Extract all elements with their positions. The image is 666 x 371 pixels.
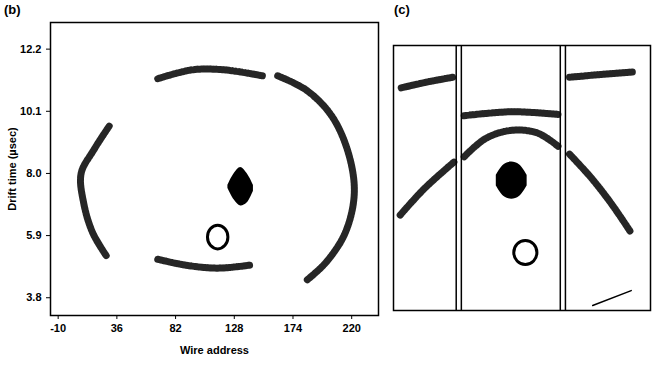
svg-text:128: 128 — [225, 322, 243, 334]
html-text:(c): (c) — [394, 2, 410, 17]
svg-text:174: 174 — [284, 322, 303, 334]
svg-text:220: 220 — [343, 322, 361, 334]
svg-text:36: 36 — [111, 322, 123, 334]
svg-text:-10: -10 — [50, 322, 66, 334]
svg-text:8.0: 8.0 — [26, 167, 41, 179]
svg-text:10.1: 10.1 — [20, 105, 41, 117]
svg-text:12.2: 12.2 — [20, 43, 41, 55]
svg-text:Wire address: Wire address — [180, 344, 249, 356]
svg-text:82: 82 — [169, 322, 181, 334]
svg-text:3.8: 3.8 — [26, 291, 41, 303]
html-text:(b): (b) — [4, 2, 21, 17]
svg-text:Drift time (µsec): Drift time (µsec) — [6, 127, 18, 211]
svg-text:5.9: 5.9 — [26, 229, 41, 241]
